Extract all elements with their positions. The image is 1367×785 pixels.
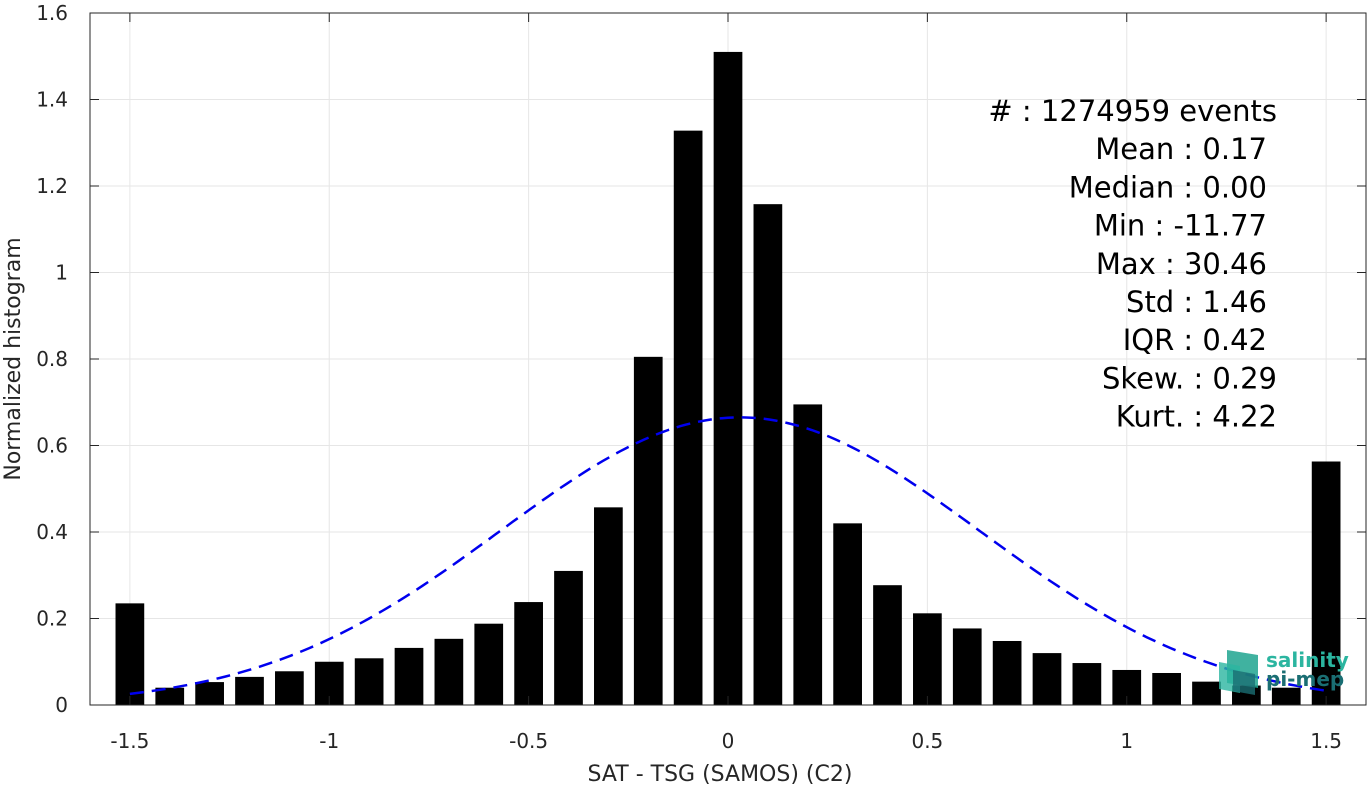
histogram-bar <box>633 356 663 705</box>
y-tick-label: 0.2 <box>36 607 68 631</box>
x-tick-label: -1.5 <box>110 729 149 753</box>
stat-line: Median : 0.00 <box>1069 170 1267 204</box>
stat-line: Std : 1.46 <box>1126 285 1267 319</box>
statistics-annotation: # : 1274959 events Mean : 0.17 Median : 0.… <box>988 94 1277 434</box>
histogram-bar <box>354 658 384 705</box>
histogram-bar <box>235 676 264 705</box>
histogram-bar <box>952 628 982 705</box>
histogram-bar <box>1072 663 1102 705</box>
stat-line: Max : 30.46 <box>1096 247 1267 281</box>
histogram-bar <box>554 570 583 705</box>
histogram-bar <box>1152 672 1181 705</box>
histogram-bar <box>594 507 623 705</box>
stat-line: Skew. : 0.29 <box>1102 361 1277 395</box>
histogram-bar <box>115 603 145 705</box>
histogram-bar <box>275 671 304 705</box>
y-tick-label: 1.6 <box>36 1 68 25</box>
y-axis-title: Normalized histogram <box>1 237 26 480</box>
stat-line: Mean : 0.17 <box>1095 132 1267 166</box>
x-tick-labels: -1.5 -1 -0.5 0 0.5 1 1.5 <box>110 729 1342 753</box>
y-tick-label: 1.4 <box>36 88 68 112</box>
stat-line: Kurt. : 4.22 <box>1116 400 1277 434</box>
logo-cube-icon <box>1219 650 1258 695</box>
histogram-bar <box>155 687 185 705</box>
histogram-bars <box>115 51 1341 706</box>
stat-line: IQR : 0.42 <box>1123 323 1267 357</box>
histogram-bar <box>713 51 743 706</box>
stat-line: # : 1274959 events <box>988 94 1277 128</box>
gaussian-fit-curve <box>129 416 1327 696</box>
logo-salinity-text: salinity <box>1266 648 1349 672</box>
histogram-bar <box>434 638 464 705</box>
x-tick-label: -0.5 <box>509 729 548 753</box>
histogram-bar <box>673 130 703 705</box>
x-tick-label: 0.5 <box>911 729 943 753</box>
histogram-bar <box>1192 681 1221 705</box>
axis-ticks <box>90 12 1366 706</box>
histogram-bar <box>394 647 424 705</box>
x-axis-title: SAT - TSG (SAMOS) (C2) <box>588 762 853 785</box>
y-tick-label: 0 <box>55 693 68 717</box>
histogram-bar <box>1311 461 1341 705</box>
histogram-bar <box>195 682 224 705</box>
x-tick-label: 1.5 <box>1310 729 1342 753</box>
y-tick-label: 0.8 <box>36 347 68 371</box>
histogram-bar <box>474 623 504 705</box>
y-tick-label: 1.2 <box>36 174 68 198</box>
histogram-bar <box>514 602 543 705</box>
histogram-bar <box>913 613 942 705</box>
y-tick-labels: 0 0.2 0.4 0.6 0.8 1 1.2 1.4 1.6 <box>36 1 68 717</box>
salinity-pimep-logo: salinity pi-mep <box>1219 648 1349 695</box>
y-tick-label: 0.4 <box>36 520 68 544</box>
histogram-bar <box>833 523 862 705</box>
x-tick-label: 0 <box>722 729 735 753</box>
x-tick-label: 1 <box>1120 729 1133 753</box>
histogram-bar <box>1032 653 1062 705</box>
y-tick-label: 0.6 <box>36 434 68 458</box>
x-tick-label: -1 <box>319 729 339 753</box>
histogram-bar <box>873 585 902 705</box>
histogram-bar <box>1271 687 1301 705</box>
histogram-bar <box>793 404 823 705</box>
histogram-bar <box>753 204 783 706</box>
y-tick-label: 1 <box>55 261 68 285</box>
stat-line: Min : -11.77 <box>1094 209 1267 243</box>
logo-pimep-text: pi-mep <box>1266 667 1344 691</box>
histogram-bar <box>992 640 1022 705</box>
